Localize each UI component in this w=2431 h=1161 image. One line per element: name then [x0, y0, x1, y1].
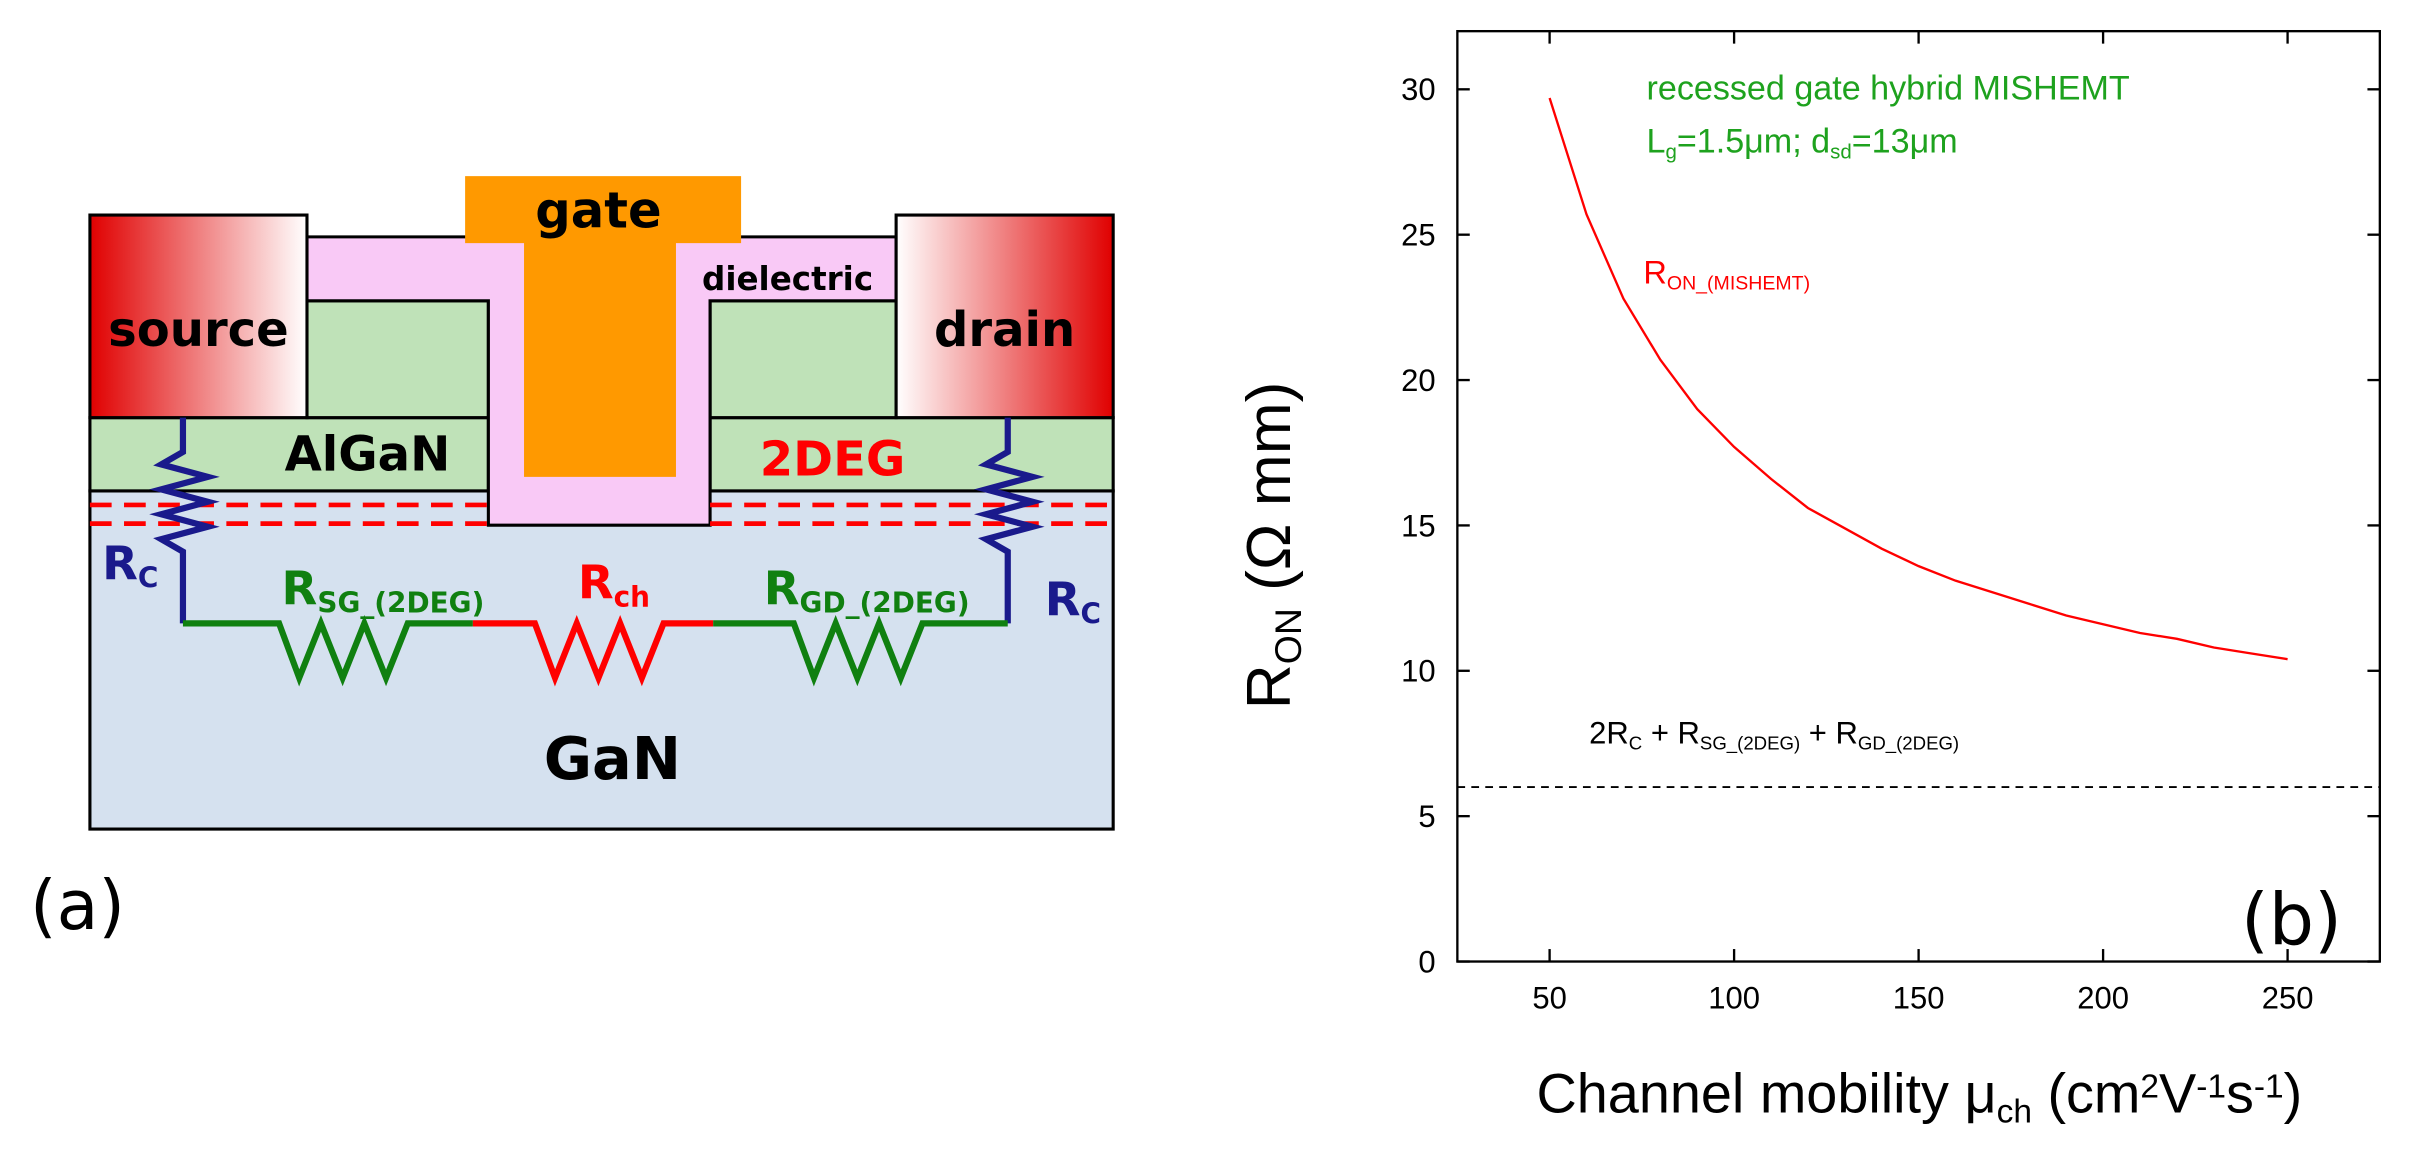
- plot-frame: [1456, 29, 2382, 963]
- y-axis-label-part: ON: [1267, 608, 1309, 664]
- algan-cap: [708, 299, 898, 420]
- reference-label-part: SG_(2DEG): [1700, 732, 1800, 754]
- diagram-label: AlGaN: [285, 427, 451, 483]
- diagram-label-part: GD_(2DEG): [800, 587, 970, 620]
- series-label-part: R: [1643, 254, 1667, 291]
- reference-label-part: GD_(2DEG): [1858, 732, 1959, 754]
- y-tick-label: 30: [1401, 72, 1435, 107]
- x-axis-label-part: ): [2284, 1062, 2303, 1125]
- diagram-label-part: ch: [614, 581, 650, 614]
- diagram-label-part: R: [578, 555, 614, 609]
- y-axis-label: RON (Ω mm): [1235, 382, 1309, 710]
- panel-label: (b): [2241, 878, 2342, 961]
- diagram-label: RC: [102, 537, 158, 596]
- algan-layer: [88, 416, 490, 493]
- series-label: RON_(MISHEMT): [1643, 254, 1810, 295]
- diagram-label-part: C: [138, 562, 158, 595]
- device-diagram: [88, 176, 1115, 831]
- series-label-part: ON_(MISHEMT): [1667, 273, 1810, 295]
- annotation-part: g: [1665, 141, 1676, 164]
- diagram-label: dielectric: [702, 260, 873, 298]
- x-axis-label-part: 2: [2140, 1068, 2159, 1105]
- diagram-label: RGD_(2DEG): [764, 562, 970, 621]
- diagram-label: Rch: [578, 555, 650, 614]
- diagram-label-part: R: [102, 537, 138, 591]
- drain-contact: [894, 213, 1115, 420]
- x-axis-label-part: V: [2159, 1062, 2197, 1125]
- diagram-label: (a): [30, 867, 125, 946]
- diagram-label-part: R: [282, 562, 318, 616]
- diagram-label: GaN: [544, 724, 681, 793]
- diagram-label-part: R: [1045, 572, 1081, 626]
- diagram-label: drain: [934, 302, 1075, 358]
- source-contact: [88, 213, 309, 420]
- x-tick-label: 100: [1708, 980, 1760, 1015]
- annotation-part: L: [1647, 123, 1666, 161]
- diagram-label: 2DEG: [760, 431, 906, 487]
- annotation: recessed gate hybrid MISHEMT: [1647, 70, 2130, 108]
- x-tick-label: 150: [1893, 980, 1945, 1015]
- reference-label-part: + R: [1800, 715, 1858, 750]
- diagram-label: source: [108, 302, 289, 358]
- reference-label-part: + R: [1642, 715, 1700, 750]
- y-tick-label: 5: [1418, 799, 1435, 834]
- x-axis-label-part: Channel mobility μ: [1536, 1062, 1996, 1125]
- algan-cap: [305, 299, 490, 420]
- diagram-label: RC: [1045, 572, 1101, 631]
- x-axis-label-part: -1: [2196, 1068, 2226, 1105]
- y-tick-label: 10: [1401, 654, 1435, 689]
- reference-label-part: C: [1629, 732, 1642, 753]
- x-axis-label-part: ch: [1997, 1094, 2032, 1131]
- annotation-part: =1.5μm; d: [1677, 123, 1830, 161]
- diagram-label: gate: [535, 181, 661, 239]
- access-resistor: [713, 614, 1008, 687]
- y-tick-label: 20: [1401, 363, 1435, 398]
- y-tick-label: 0: [1418, 944, 1435, 979]
- x-axis-label-part: -1: [2254, 1068, 2284, 1105]
- annotation-part: sd: [1830, 141, 1852, 164]
- x-tick-label: 250: [2262, 980, 2314, 1015]
- y-tick-label: 15: [1401, 508, 1435, 543]
- reference-label: 2RC + RSG_(2DEG) + RGD_(2DEG): [1589, 715, 1959, 754]
- x-axis-label-part: (cm: [2032, 1062, 2140, 1125]
- channel-resistor: [472, 614, 714, 687]
- x-tick-label: 50: [1532, 980, 1566, 1015]
- data-line: [1548, 97, 2288, 661]
- annotation-part: =13μm: [1852, 123, 1958, 161]
- y-axis-label-part: (Ω mm): [1235, 382, 1304, 609]
- y-tick-label: 25: [1401, 218, 1435, 253]
- diagram-label: RSG_(2DEG): [282, 562, 485, 621]
- reference-label-part: 2R: [1589, 715, 1629, 750]
- annotation: Lg=1.5μm; dsd=13μm: [1647, 123, 1958, 164]
- diagram-label-part: R: [764, 562, 800, 616]
- annotation-part: recessed gate hybrid MISHEMT: [1647, 70, 2130, 108]
- gate-metal: [465, 176, 742, 477]
- x-tick-label: 200: [2077, 980, 2129, 1015]
- contact-resistor: [149, 417, 220, 624]
- x-axis-label: Channel mobility μch (cm2V-1s-1): [1536, 1062, 2302, 1131]
- access-resistor: [182, 614, 473, 687]
- x-axis-label-part: s: [2226, 1062, 2254, 1125]
- contact-resistor: [974, 417, 1045, 624]
- y-axis-label-part: R: [1235, 664, 1304, 709]
- chart: [1456, 29, 2382, 963]
- diagram-label-part: SG_(2DEG): [317, 587, 484, 620]
- gan-layer: [88, 489, 1115, 831]
- diagram-label-part: C: [1081, 598, 1101, 631]
